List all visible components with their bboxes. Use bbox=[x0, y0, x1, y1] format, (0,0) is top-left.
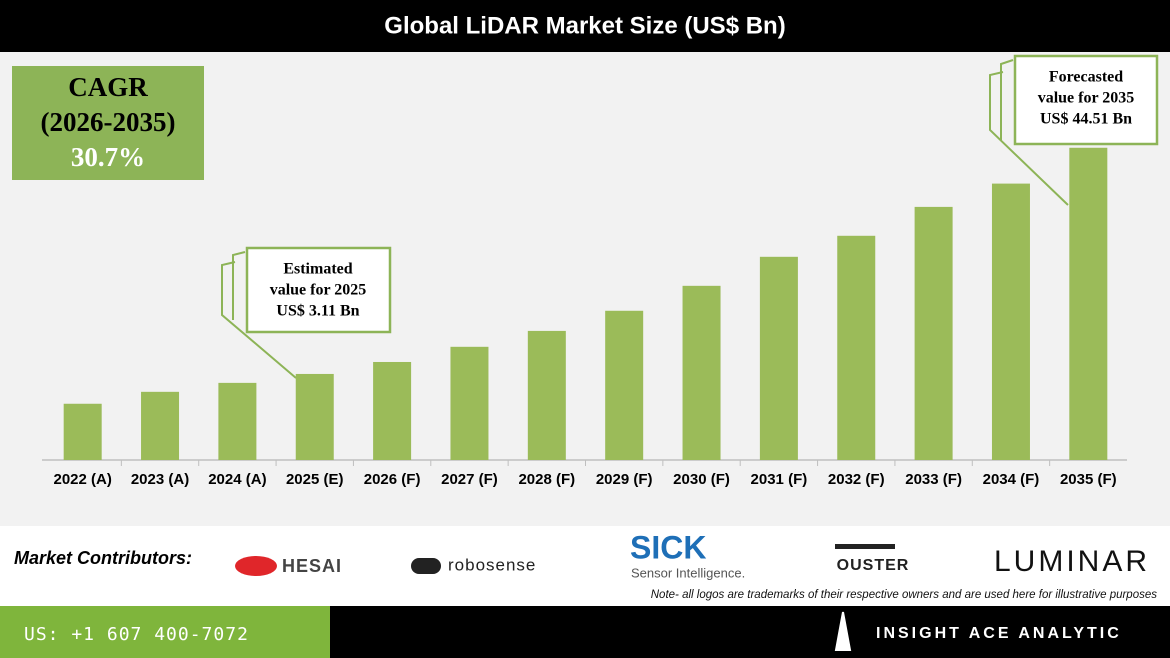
logo: robosense bbox=[448, 555, 536, 574]
callout-connector bbox=[1000, 59, 1014, 140]
x-tick-label: 2023 (A) bbox=[131, 471, 189, 488]
logo-icon bbox=[235, 556, 277, 576]
footer-brand: INSIGHT ACE ANALYTIC bbox=[876, 625, 1122, 642]
x-tick-label: 2032 (F) bbox=[828, 471, 885, 488]
bar bbox=[991, 183, 1030, 460]
logo: LUMINAR bbox=[994, 545, 1150, 578]
x-tick-label: 2024 (A) bbox=[208, 471, 266, 488]
brand-icon bbox=[834, 611, 852, 651]
cagr-label: CAGR bbox=[68, 72, 148, 102]
logo: SICK bbox=[630, 529, 706, 565]
x-tick-label: 2026 (F) bbox=[364, 471, 421, 488]
annotation-text: value for 2035 bbox=[1038, 90, 1135, 107]
logo: HESAI bbox=[282, 556, 342, 576]
logo-icon bbox=[835, 544, 895, 549]
annotation-text: Estimated bbox=[283, 261, 352, 278]
x-tick-label: 2033 (F) bbox=[905, 471, 962, 488]
annotation-box bbox=[245, 246, 392, 334]
chart-title: Global LiDAR Market Size (US$ Bn) bbox=[384, 12, 785, 39]
x-tick-label: 2025 (E) bbox=[286, 471, 344, 488]
x-tick-label: 2022 (A) bbox=[53, 471, 111, 488]
bar bbox=[914, 206, 953, 460]
footer-brand-band bbox=[330, 606, 1170, 658]
callout-connector bbox=[989, 71, 1069, 206]
x-tick-label: 2034 (F) bbox=[983, 471, 1040, 488]
annotation-text: US$ 3.11 Bn bbox=[276, 303, 359, 320]
logo: OUSTER bbox=[837, 557, 910, 574]
annotation-text: Forecasted bbox=[1049, 69, 1123, 86]
x-tick-label: 2027 (F) bbox=[441, 471, 498, 488]
bar bbox=[450, 346, 489, 460]
annotation-box bbox=[1013, 54, 1159, 146]
cagr-value: 30.7% bbox=[71, 142, 145, 172]
title-bar bbox=[0, 0, 1170, 52]
bar bbox=[605, 310, 644, 460]
annotation-text: value for 2025 bbox=[270, 282, 367, 299]
bar bbox=[527, 330, 566, 460]
bar bbox=[295, 373, 334, 460]
logo-icon bbox=[411, 558, 441, 574]
bar bbox=[1069, 147, 1108, 460]
contributors-band bbox=[0, 526, 1170, 606]
x-tick-label: 2028 (F) bbox=[518, 471, 575, 488]
cagr-box bbox=[12, 66, 204, 180]
annotation-text: US$ 44.51 Bn bbox=[1040, 111, 1132, 128]
bar bbox=[218, 382, 257, 460]
bar bbox=[373, 361, 412, 460]
bar bbox=[141, 391, 180, 460]
bar bbox=[837, 235, 876, 460]
x-tick-label: 2031 (F) bbox=[751, 471, 808, 488]
bar bbox=[63, 403, 102, 460]
bar bbox=[759, 256, 798, 460]
footer-phone-band bbox=[0, 606, 330, 658]
callout-connector bbox=[221, 261, 297, 379]
logo-tagline: Sensor Intelligence. bbox=[631, 565, 745, 580]
note: Note- all logos are trademarks of their … bbox=[651, 589, 1157, 601]
x-tick-label: 2030 (F) bbox=[673, 471, 730, 488]
x-tick-label: 2035 (F) bbox=[1060, 471, 1117, 488]
cagr-period: (2026-2035) bbox=[41, 107, 176, 137]
footer-phone: US: +1 607 400-7072 bbox=[24, 624, 249, 645]
callout-connector bbox=[232, 251, 246, 320]
x-tick-label: 2029 (F) bbox=[596, 471, 653, 488]
contributors-label: Market Contributors: bbox=[14, 548, 192, 568]
bar bbox=[682, 285, 721, 460]
